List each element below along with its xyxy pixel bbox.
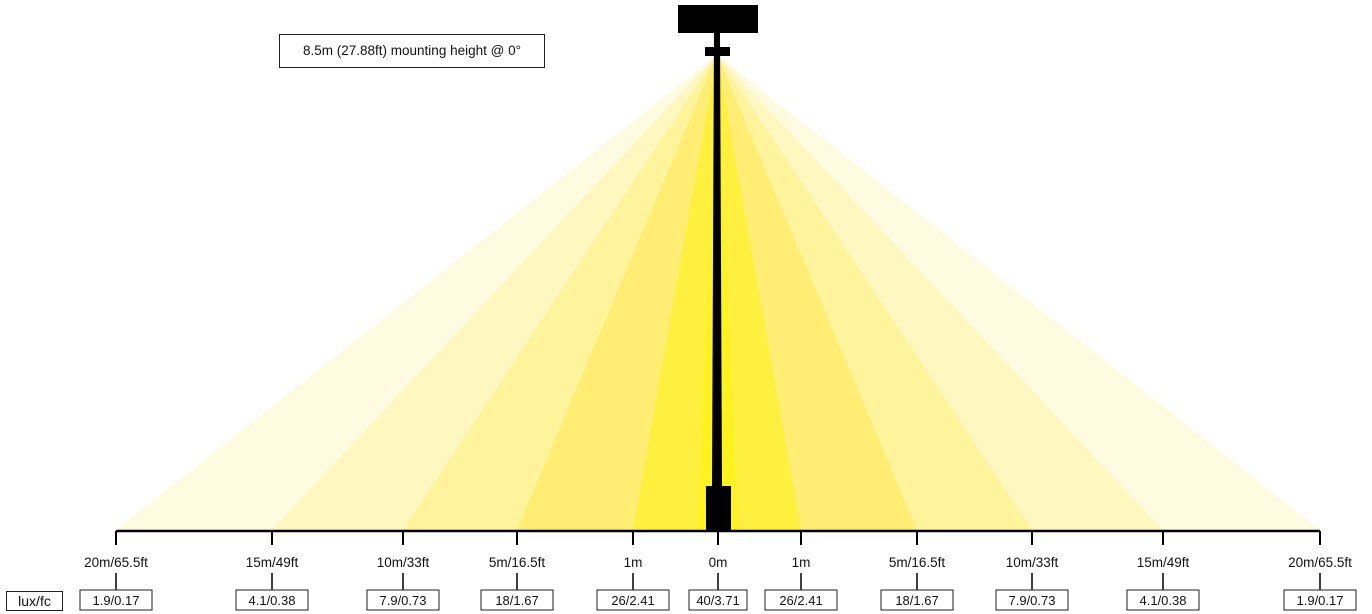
illuminance-value: 7.9/0.73 (1009, 593, 1056, 608)
distance-label: 10m/33ft (377, 555, 430, 570)
distance-label: 5m/16.5ft (889, 555, 946, 570)
distance-label: 10m/33ft (1006, 555, 1059, 570)
illuminance-value-box (995, 589, 1069, 611)
unit-label: lux/fc (6, 591, 63, 611)
distance-label: 20m/65.5ft (1288, 555, 1352, 570)
distance-label: 0m (709, 555, 728, 570)
illuminance-value-box (480, 589, 554, 611)
distance-label: 5m/16.5ft (489, 555, 546, 570)
illuminance-value: 4.1/0.38 (249, 593, 296, 608)
distance-ticks: 20m/65.5ft 1.9/0.17 15m/49ft 4.1/0.38 10m/33… (79, 531, 1357, 611)
illuminance-value: 26/2.41 (779, 593, 822, 608)
illuminance-value: 7.9/0.73 (380, 593, 427, 608)
distance-label: 1m (792, 555, 811, 570)
luminaire-head (678, 5, 758, 33)
distance-label: 15m/49ft (1137, 555, 1190, 570)
light-pole (678, 5, 758, 532)
illuminance-value: 1.9/0.17 (1297, 593, 1344, 608)
illuminance-value-box (1283, 589, 1357, 611)
illuminance-value-box (764, 589, 838, 611)
mounting-height-note: 8.5m (27.88ft) mounting height @ 0° (279, 34, 545, 68)
illuminance-value-box (366, 589, 440, 611)
illuminance-value-box (235, 589, 309, 611)
illuminance-value-box (880, 589, 954, 611)
illuminance-value: 1.9/0.17 (93, 593, 140, 608)
distance-label: 1m (624, 555, 643, 570)
illuminance-value: 18/1.67 (895, 593, 938, 608)
distance-label: 15m/49ft (246, 555, 299, 570)
illuminance-value-box (1126, 589, 1200, 611)
illuminance-value-box (688, 589, 748, 611)
pole-shaft (712, 33, 722, 488)
illuminance-value: 40/3.71 (696, 593, 739, 608)
illuminance-value: 4.1/0.38 (1140, 593, 1187, 608)
illuminance-value: 26/2.41 (611, 593, 654, 608)
illuminance-value: 18/1.67 (495, 593, 538, 608)
illuminance-value-box (79, 589, 153, 611)
illuminance-value-box (596, 589, 670, 611)
pole-base (706, 486, 731, 532)
distance-label: 20m/65.5ft (84, 555, 148, 570)
